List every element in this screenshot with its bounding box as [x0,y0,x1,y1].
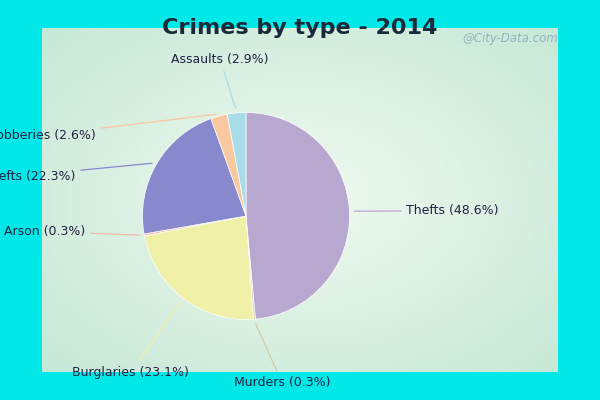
Text: Burglaries (23.1%): Burglaries (23.1%) [72,302,189,379]
Text: Auto thefts (22.3%): Auto thefts (22.3%) [0,163,152,183]
Wedge shape [227,112,246,216]
Wedge shape [142,118,246,234]
Wedge shape [246,112,350,319]
Text: Thefts (48.6%): Thefts (48.6%) [354,204,499,217]
Text: @City-Data.com: @City-Data.com [462,32,558,45]
Wedge shape [211,114,246,216]
Text: Murders (0.3%): Murders (0.3%) [234,324,331,390]
Text: Crimes by type - 2014: Crimes by type - 2014 [163,18,437,38]
Text: Assaults (2.9%): Assaults (2.9%) [172,53,269,108]
Wedge shape [246,216,256,319]
Wedge shape [145,216,253,320]
Wedge shape [144,216,246,236]
Text: Arson (0.3%): Arson (0.3%) [4,225,139,238]
Text: Robberies (2.6%): Robberies (2.6%) [0,114,216,142]
